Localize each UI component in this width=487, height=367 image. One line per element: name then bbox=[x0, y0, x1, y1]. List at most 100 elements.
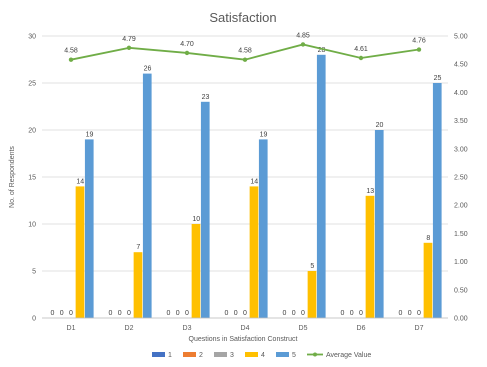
bar-data-label: 0 bbox=[292, 310, 296, 317]
legend-label: 4 bbox=[261, 352, 265, 359]
bar-data-label: 0 bbox=[108, 310, 112, 317]
y-tick-label: 0 bbox=[32, 316, 36, 323]
bar-data-label: 0 bbox=[69, 310, 73, 317]
bar-data-label: 19 bbox=[86, 131, 94, 138]
y2-tick-label: 5.00 bbox=[454, 34, 468, 41]
bar-data-label: 28 bbox=[318, 47, 326, 54]
bar-data-label: 14 bbox=[76, 178, 84, 185]
bar-data-label: 0 bbox=[408, 310, 412, 317]
bar-data-label: 0 bbox=[224, 310, 228, 317]
average-point bbox=[184, 50, 190, 56]
bar-data-label: 20 bbox=[376, 122, 384, 129]
bar-data-label: 0 bbox=[359, 310, 363, 317]
legend-label: 5 bbox=[292, 352, 296, 359]
bar-data-label: 0 bbox=[243, 310, 247, 317]
bar-data-label: 0 bbox=[340, 310, 344, 317]
y2-tick-label: 2.50 bbox=[454, 175, 468, 182]
legend: 1 2 3 4 5 Average Value bbox=[152, 352, 371, 359]
average-data-label: 4.76 bbox=[412, 38, 426, 45]
average-point bbox=[242, 57, 248, 62]
legend-swatch bbox=[183, 352, 196, 357]
bar-data-label: 5 bbox=[310, 263, 314, 270]
y-tick-label: 20 bbox=[28, 128, 36, 135]
x-tick-label: D5 bbox=[299, 325, 308, 332]
bar-data-label: 7 bbox=[136, 244, 140, 251]
x-tick-label: D1 bbox=[67, 325, 76, 332]
y-tick-label: 25 bbox=[28, 81, 36, 88]
bar bbox=[432, 83, 442, 318]
y2-tick-label: 4.00 bbox=[454, 90, 468, 97]
bar-data-label: 0 bbox=[398, 310, 402, 317]
bar-data-label: 0 bbox=[166, 310, 170, 317]
bar-data-label: 0 bbox=[176, 310, 180, 317]
y2-tick-label: 4.50 bbox=[454, 62, 468, 69]
y-tick-label: 30 bbox=[28, 34, 36, 41]
bar bbox=[258, 139, 268, 318]
bar-data-label: 0 bbox=[185, 310, 189, 317]
y-axis-title: No. of Respondents bbox=[9, 146, 16, 208]
bar-data-label: 0 bbox=[234, 310, 238, 317]
bar-data-label: 0 bbox=[50, 310, 54, 317]
legend-swatch bbox=[276, 352, 289, 357]
average-line-series: 4.58 4.79 4.70 4.58 4.85 4.61 4.76 bbox=[64, 32, 426, 62]
y2-tick-label: 2.00 bbox=[454, 203, 468, 210]
y-axis-left: 0 5 10 15 20 25 30 bbox=[28, 34, 36, 323]
x-tick-label: D2 bbox=[125, 325, 134, 332]
legend-line-marker bbox=[313, 352, 317, 357]
bar-data-label: 26 bbox=[144, 66, 152, 73]
legend-swatch bbox=[214, 352, 227, 357]
bar-data-label: 19 bbox=[260, 131, 268, 138]
legend-swatch bbox=[245, 352, 258, 357]
y-axis-right: 0.00 0.50 1.00 1.50 2.00 2.50 3.00 3.50 4.00 4.50… bbox=[454, 34, 468, 323]
legend-label: 3 bbox=[230, 352, 234, 359]
x-tick-label: D6 bbox=[357, 325, 366, 332]
y2-tick-label: 3.50 bbox=[454, 118, 468, 125]
average-data-label: 4.58 bbox=[64, 48, 78, 55]
bar-data-label: 0 bbox=[282, 310, 286, 317]
bar bbox=[133, 252, 143, 318]
bar bbox=[249, 186, 259, 318]
bar bbox=[423, 242, 433, 318]
bar bbox=[142, 73, 152, 318]
y2-tick-label: 1.50 bbox=[454, 231, 468, 238]
average-point bbox=[300, 42, 306, 47]
bar-data-label: 23 bbox=[202, 94, 210, 101]
gridlines bbox=[42, 35, 448, 319]
average-point bbox=[416, 47, 422, 52]
average-data-label: 4.79 bbox=[122, 36, 136, 43]
bar-data-label: 14 bbox=[250, 178, 258, 185]
bar-data-label: 10 bbox=[192, 216, 200, 223]
bar bbox=[316, 54, 326, 319]
y2-tick-label: 1.00 bbox=[454, 259, 468, 266]
bar bbox=[307, 271, 317, 318]
x-tick-label: D3 bbox=[183, 325, 192, 332]
legend-swatch bbox=[152, 352, 165, 357]
y2-tick-label: 0.50 bbox=[454, 287, 468, 294]
bar-series: 0 0 0 0 0 0 00 0 0 0 0 0 00 0 0 0 0 0 01471014513819262319… bbox=[50, 47, 442, 319]
y-tick-label: 15 bbox=[28, 175, 36, 182]
average-data-label: 4.70 bbox=[180, 41, 194, 48]
bar-data-label: 0 bbox=[118, 310, 122, 317]
bar bbox=[374, 130, 384, 318]
bar-data-label: 13 bbox=[366, 188, 374, 195]
y-tick-label: 5 bbox=[32, 269, 36, 276]
bar-data-label: 0 bbox=[350, 310, 354, 317]
average-data-label: 4.61 bbox=[354, 46, 368, 53]
y2-tick-label: 3.00 bbox=[454, 146, 468, 153]
bar-data-label: 0 bbox=[127, 310, 131, 317]
average-point bbox=[126, 45, 132, 51]
bar-data-label: 8 bbox=[426, 235, 430, 242]
bar-data-label: 0 bbox=[301, 310, 305, 317]
bar bbox=[365, 195, 375, 318]
y-tick-label: 10 bbox=[28, 222, 36, 229]
bar-data-label: 25 bbox=[434, 75, 442, 82]
chart-title: Satisfaction bbox=[209, 10, 276, 25]
average-data-label: 4.85 bbox=[296, 32, 310, 39]
x-axis: D1 D2 D3 D4 D5 D6 D7 bbox=[42, 317, 448, 332]
legend-label: Average Value bbox=[326, 352, 371, 359]
x-axis-title: Questions in Satisfaction Construct bbox=[189, 336, 298, 343]
y2-tick-label: 0.00 bbox=[454, 316, 468, 323]
bar bbox=[200, 101, 210, 318]
average-data-label: 4.58 bbox=[238, 48, 252, 55]
